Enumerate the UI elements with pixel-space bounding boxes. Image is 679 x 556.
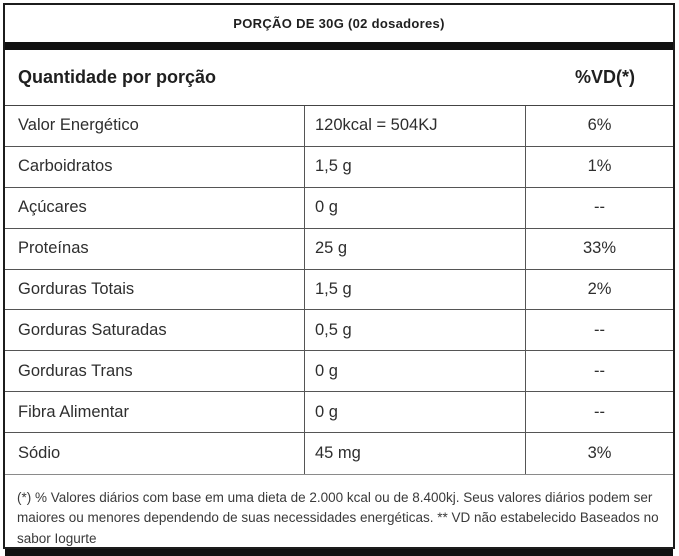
daily-values-footnote: (*) % Valores diários com base em uma di… [17,490,659,546]
table-row: Gorduras Trans 0 g -- [5,351,673,393]
nutrient-table: Valor Energético 120kcal = 504KJ 6% Carb… [5,105,673,476]
table-row: Proteínas 25 g 33% [5,228,673,270]
top-divider-bar [5,42,673,50]
nutrient-amount: 45 mg [304,433,525,475]
nutrient-amount: 25 g [304,228,525,269]
nutrient-name: Proteínas [18,239,89,258]
nutrient-daily-value: 2% [525,269,673,310]
nutrient-daily-value: 6% [525,106,673,146]
table-header-row: Quantidade por porção %VD(*) [5,50,673,105]
table-row: Carboidratos 1,5 g 1% [5,146,673,188]
nutrient-name: Fibra Alimentar [18,402,129,421]
nutrient-daily-value: 3% [525,433,673,475]
nutrient-amount: 0 g [304,187,525,228]
nutrient-name: Carboidratos [18,157,113,176]
table-row: Fibra Alimentar 0 g -- [5,392,673,434]
nutrition-label-panel: PORÇÃO DE 30G (02 dosadores) Quantidade … [3,3,675,556]
nutrient-name: Sódio [18,444,61,463]
daily-value-header: %VD(*) [574,67,635,87]
table-row: Sódio 45 mg 3% [5,433,673,475]
nutrient-amount: 0 g [304,351,525,392]
table-row: Gorduras Totais 1,5 g 2% [5,269,673,311]
nutrient-daily-value: -- [525,187,673,228]
nutrient-amount: 0,5 g [304,310,525,351]
nutrient-name: Gorduras Trans [18,361,133,380]
nutrient-name: Gorduras Saturadas [18,320,167,339]
nutrient-amount: 1,5 g [304,269,525,310]
nutrient-daily-value: -- [525,351,673,392]
nutrient-name: Valor Energético [18,116,139,135]
nutrient-daily-value: 33% [525,228,673,269]
nutrient-amount: 1,5 g [304,146,525,187]
nutrient-daily-value: -- [525,392,673,433]
table-row: Gorduras Saturadas 0,5 g -- [5,310,673,352]
nutrient-daily-value: -- [525,310,673,351]
table-row: Açúcares 0 g -- [5,187,673,229]
quantity-per-serving-header: Quantidade por porção [18,67,217,87]
nutrient-name: Gorduras Totais [18,280,135,298]
table-row: Valor Energético 120kcal = 504KJ 6% [5,106,673,147]
nutrient-name: Açúcares [18,198,87,217]
nutrient-daily-value: 1% [525,146,673,187]
nutrient-amount: 0 g [304,392,525,433]
nutrient-amount: 120kcal = 504KJ [304,106,525,146]
bottom-divider-bar [5,548,673,556]
serving-size-title: PORÇÃO DE 30G (02 dosadores) [233,16,445,31]
